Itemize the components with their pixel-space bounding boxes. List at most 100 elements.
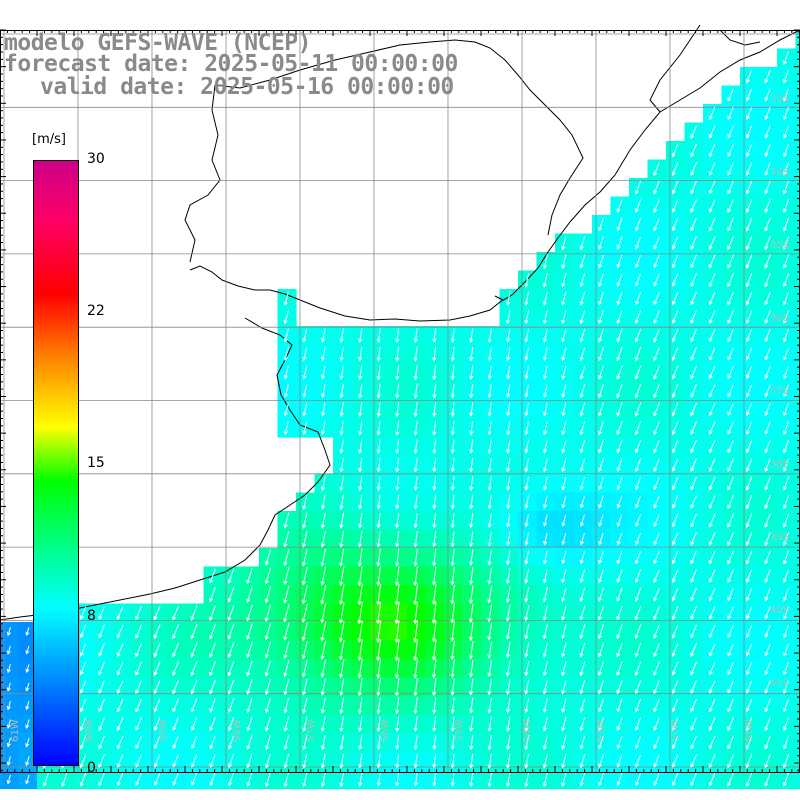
- wind-arrow: [339, 566, 345, 587]
- wind-arrow: [690, 328, 697, 343]
- wind-arrow: [579, 569, 586, 584]
- speed-cell: [795, 566, 800, 586]
- wind-arrow: [450, 584, 455, 605]
- wind-arrow: [395, 420, 400, 436]
- wind-arrow: [6, 700, 11, 711]
- wind-arrow: [524, 476, 530, 491]
- wind-arrow: [598, 698, 604, 713]
- wind-arrow: [339, 421, 344, 436]
- speed-cell: [795, 492, 800, 512]
- speed-cell: [795, 437, 800, 457]
- wind-arrow: [432, 365, 437, 381]
- wind-arrow: [597, 587, 604, 602]
- wind-arrow: [542, 587, 548, 603]
- wind-arrow: [246, 604, 253, 622]
- wind-arrow: [634, 680, 642, 695]
- wind-arrow: [782, 236, 790, 251]
- wind-arrow: [487, 735, 492, 751]
- wind-arrow: [727, 254, 734, 269]
- wind-arrow: [634, 328, 642, 343]
- wind-arrow: [708, 772, 716, 787]
- wind-arrow: [598, 717, 604, 732]
- wind-arrow: [98, 606, 105, 620]
- wind-arrow: [135, 773, 142, 787]
- wind-arrow: [320, 548, 326, 567]
- wind-arrow: [598, 291, 604, 306]
- wind-arrow: [653, 439, 660, 454]
- wind-arrow: [320, 566, 327, 586]
- wind-arrow: [450, 753, 455, 769]
- wind-arrow: [671, 624, 679, 639]
- wind-arrow: [764, 162, 771, 176]
- wind-arrow: [283, 347, 289, 362]
- wind-arrow: [561, 716, 567, 732]
- wind-arrow: [561, 587, 567, 603]
- wind-arrow: [431, 678, 437, 697]
- wind-arrow: [395, 697, 400, 715]
- speed-cell: [795, 85, 800, 105]
- wind-arrow: [764, 69, 771, 84]
- wind-arrow: [708, 643, 716, 657]
- wind-arrow: [690, 254, 697, 269]
- wind-arrow: [320, 384, 326, 399]
- wind-arrow: [708, 476, 716, 491]
- wind-arrow: [264, 585, 272, 604]
- forecast-date: forecast date: 2025-05-11 00:00:00: [4, 51, 458, 77]
- wind-arrow: [468, 603, 474, 623]
- wind-arrow: [469, 697, 474, 714]
- wind-arrow: [487, 585, 493, 604]
- wind-arrow: [190, 717, 198, 731]
- wind-arrow: [561, 310, 567, 325]
- wind-arrow: [745, 698, 753, 713]
- wind-arrow: [468, 678, 474, 696]
- wind-arrow: [635, 551, 642, 565]
- wind-arrow: [745, 69, 753, 84]
- wind-arrow: [597, 605, 604, 621]
- wind-arrow: [579, 717, 586, 732]
- wind-arrow: [191, 773, 198, 787]
- wind-arrow: [745, 680, 753, 694]
- wind-arrow: [283, 310, 289, 325]
- wind-arrow: [339, 697, 345, 715]
- wind-arrows: [6, 51, 790, 788]
- speed-cell: [795, 326, 800, 346]
- wind-arrow: [634, 383, 642, 399]
- wind-arrow: [376, 346, 381, 362]
- wind-arrow: [671, 606, 679, 621]
- wind-arrow: [209, 717, 216, 732]
- wind-arrow: [524, 642, 530, 659]
- wind-arrow: [394, 677, 400, 697]
- wind-arrow: [727, 662, 734, 676]
- wind-arrow: [246, 716, 253, 732]
- wind-arrow: [727, 698, 734, 713]
- wind-arrow: [671, 458, 679, 472]
- wind-arrow: [598, 273, 604, 287]
- wind-arrow: [727, 366, 734, 380]
- lon-label: 57W: [306, 719, 317, 742]
- wind-arrow: [764, 403, 771, 417]
- wind-arrow: [727, 125, 734, 139]
- wind-arrow: [671, 550, 679, 565]
- wind-arrow: [6, 719, 11, 729]
- wind-arrow: [376, 639, 382, 662]
- wind-arrow: [635, 514, 641, 528]
- wind-arrow: [413, 365, 418, 381]
- wind-arrow: [727, 144, 734, 158]
- speed-cell: [795, 677, 800, 697]
- wind-arrow: [413, 328, 418, 344]
- wind-arrow: [616, 402, 623, 417]
- wind-arrow: [745, 458, 753, 473]
- wind-arrow: [708, 347, 716, 361]
- wind-arrow: [598, 754, 604, 768]
- wind-arrow: [745, 310, 753, 325]
- wind-arrow: [357, 566, 363, 587]
- lat-label: 38S: [770, 459, 790, 470]
- wind-arrow: [283, 365, 289, 380]
- wind-arrow: [376, 383, 381, 399]
- wind-arrow: [542, 421, 548, 436]
- wind-arrow: [450, 772, 455, 787]
- wind-arrow: [745, 606, 753, 620]
- wind-arrow: [616, 383, 623, 399]
- wind-arrow: [690, 569, 697, 583]
- wind-arrow: [653, 199, 660, 213]
